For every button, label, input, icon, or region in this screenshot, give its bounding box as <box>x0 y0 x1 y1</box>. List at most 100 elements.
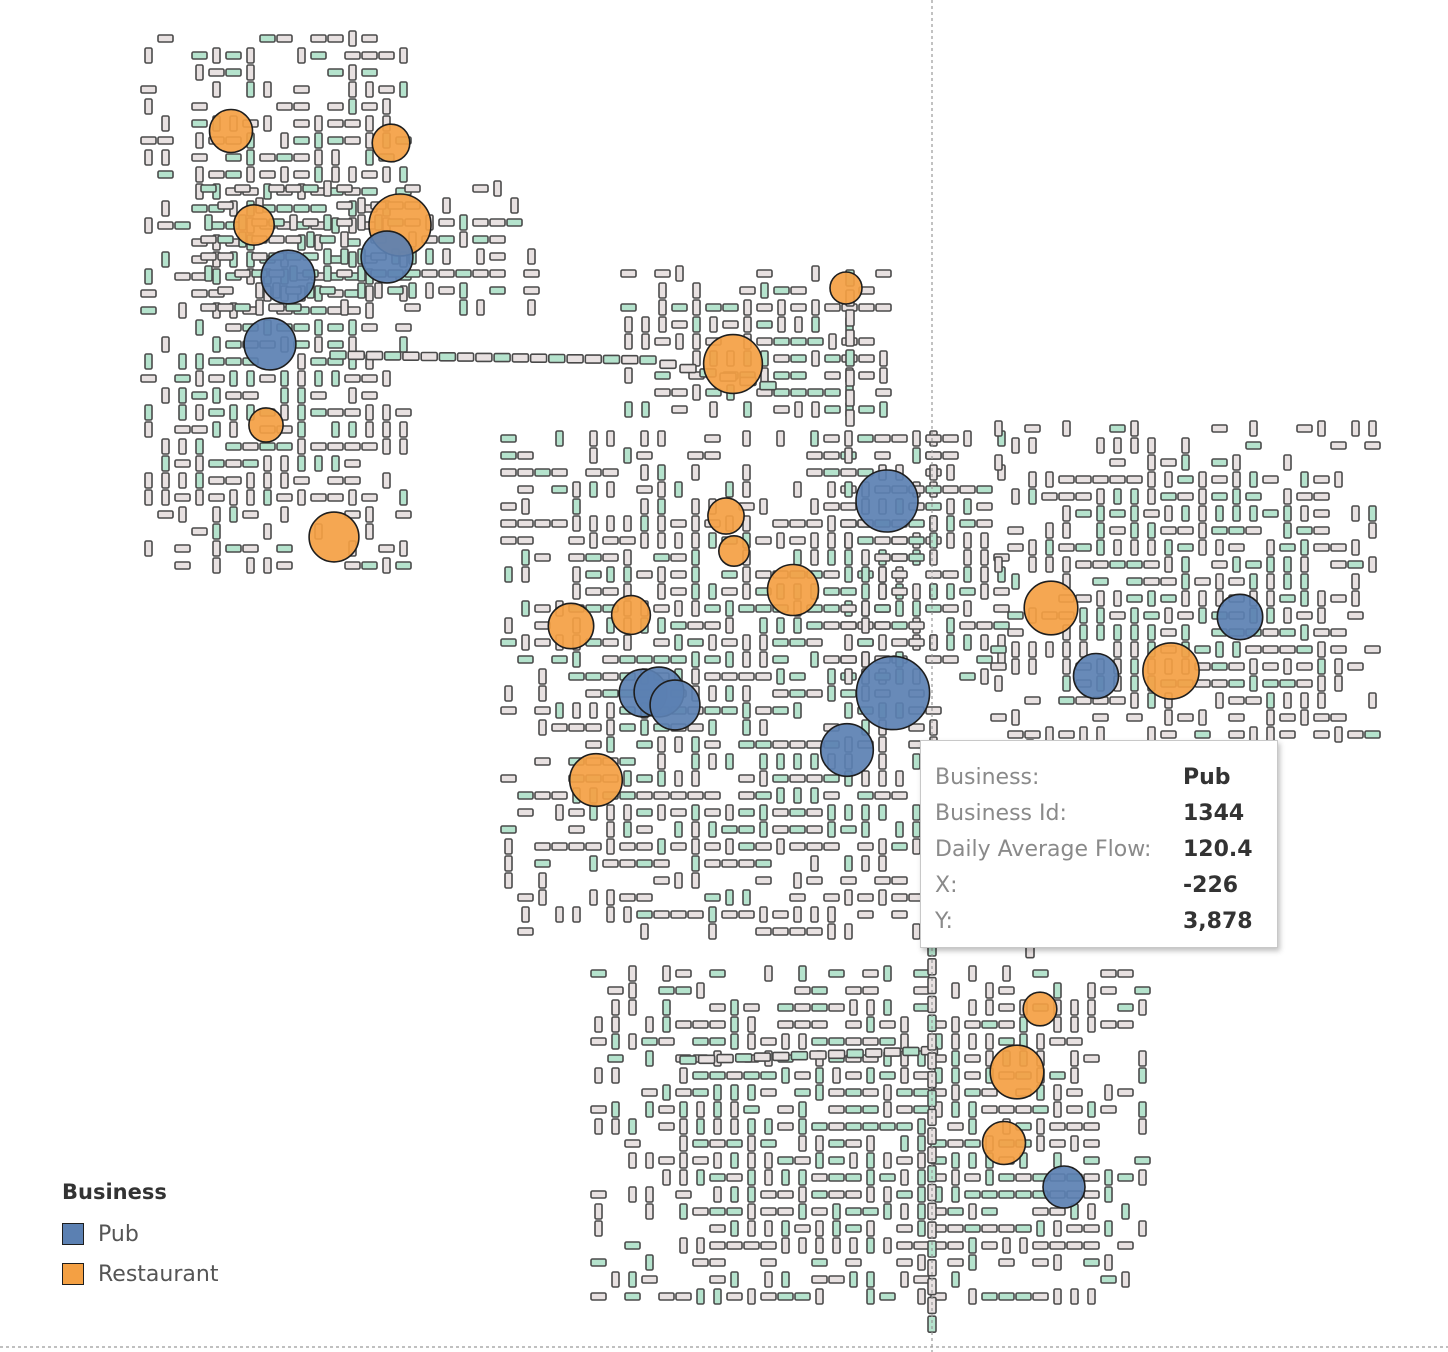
street-block <box>200 303 217 312</box>
street-block <box>959 621 976 630</box>
pub-marker[interactable] <box>855 655 931 731</box>
pub-marker[interactable] <box>260 249 316 305</box>
street-block <box>696 1101 705 1118</box>
legend-item-restaurant[interactable]: Restaurant <box>62 1254 218 1294</box>
legend-item-pub[interactable]: Pub <box>62 1214 218 1254</box>
street-block <box>195 166 204 183</box>
street-block <box>708 753 717 770</box>
restaurant-marker[interactable] <box>547 602 595 650</box>
street-block <box>217 286 234 295</box>
pub-marker[interactable] <box>1216 593 1264 641</box>
street-block <box>845 1173 862 1182</box>
street-block <box>696 1169 705 1186</box>
restaurant-marker[interactable] <box>989 1044 1045 1100</box>
pub-marker[interactable] <box>855 469 919 533</box>
restaurant-marker[interactable] <box>610 594 652 636</box>
restaurant-marker[interactable] <box>702 333 764 395</box>
pub-marker[interactable] <box>1072 652 1120 700</box>
restaurant-marker[interactable] <box>829 271 863 305</box>
street-block <box>246 557 255 574</box>
restaurant-marker[interactable] <box>766 563 820 617</box>
street-block <box>1347 611 1364 620</box>
pub-marker[interactable] <box>819 722 875 778</box>
street-block <box>590 1258 607 1267</box>
street-block <box>297 370 306 387</box>
street-block <box>1313 713 1330 722</box>
street-block <box>1262 509 1279 518</box>
street-block <box>773 354 790 363</box>
street-block <box>896 1105 913 1114</box>
business-markers[interactable] <box>208 108 1264 1209</box>
restaurant-marker[interactable] <box>568 752 624 808</box>
street-block <box>140 306 157 315</box>
street-block <box>1121 1203 1130 1220</box>
street-block <box>229 404 238 421</box>
street-block <box>1130 420 1139 437</box>
street-block <box>361 391 378 400</box>
street-block <box>1049 1207 1066 1216</box>
street-block <box>1130 675 1139 692</box>
street-block <box>361 561 378 570</box>
street-block <box>691 736 700 753</box>
restaurant-marker[interactable] <box>308 511 360 563</box>
street-block <box>793 872 802 889</box>
street-block <box>810 549 819 566</box>
street-block <box>1245 441 1262 450</box>
street-block <box>1104 1186 1113 1203</box>
street-block <box>1015 1105 1032 1114</box>
street-block <box>140 374 157 383</box>
street-block <box>1232 454 1241 471</box>
street-block <box>657 770 666 787</box>
street-block <box>527 248 536 265</box>
street-block <box>191 425 208 434</box>
street-block <box>361 51 378 60</box>
tooltip-row-daily-flow: Daily Average Flow: 120.4 <box>935 831 1277 867</box>
restaurant-marker[interactable] <box>371 123 411 163</box>
street-block <box>323 248 332 265</box>
street-block <box>144 268 153 285</box>
street-block <box>280 506 289 523</box>
street-block <box>670 587 687 596</box>
restaurant-marker[interactable] <box>208 108 254 154</box>
street-block <box>1313 475 1330 484</box>
street-block <box>1028 437 1037 454</box>
pub-marker[interactable] <box>243 317 297 371</box>
restaurant-marker[interactable] <box>981 1120 1027 1166</box>
street-block <box>726 1071 743 1080</box>
street-block <box>883 1237 892 1254</box>
restaurant-marker[interactable] <box>248 407 284 443</box>
pub-marker[interactable] <box>360 230 414 284</box>
street-block <box>1109 458 1126 467</box>
street-block <box>716 1053 734 1064</box>
street-block <box>866 1169 875 1186</box>
street-block <box>777 1122 794 1131</box>
street-block <box>280 370 289 387</box>
street-block <box>692 1207 709 1216</box>
restaurant-marker[interactable] <box>233 204 276 247</box>
street-block <box>730 1033 739 1050</box>
street-block <box>759 380 777 391</box>
street-block <box>964 1224 981 1233</box>
street-block <box>828 1275 845 1284</box>
restaurant-marker[interactable] <box>717 534 750 567</box>
pub-marker[interactable] <box>1042 1165 1086 1209</box>
street-block <box>776 617 785 634</box>
pub-marker[interactable] <box>649 679 701 731</box>
street-block <box>1109 560 1126 569</box>
street-block <box>704 842 721 851</box>
restaurant-marker[interactable] <box>1142 642 1200 700</box>
street-block <box>900 1271 909 1288</box>
street-block <box>212 506 221 523</box>
restaurant-marker[interactable] <box>1023 580 1079 636</box>
restaurant-marker[interactable] <box>1022 991 1058 1027</box>
street-block <box>327 34 344 43</box>
street-block <box>1053 1254 1062 1271</box>
restaurant-marker[interactable] <box>707 497 745 535</box>
street-block <box>357 197 366 214</box>
street-block <box>738 604 755 613</box>
street-block <box>1211 475 1228 484</box>
street-block <box>781 1169 790 1186</box>
street-block <box>713 1152 722 1169</box>
street-block <box>395 323 412 332</box>
